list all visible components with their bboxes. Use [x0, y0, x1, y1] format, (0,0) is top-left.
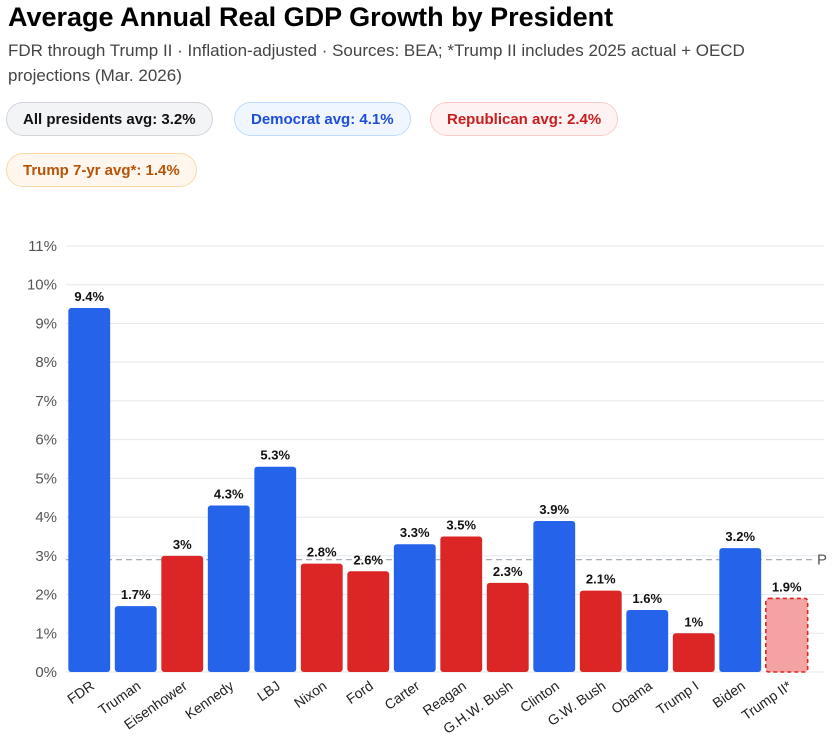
bar-g-w-bush: [579, 590, 622, 672]
y-tick-label: 6%: [35, 432, 57, 449]
x-category-label: Biden: [709, 677, 748, 711]
value-label: 1%: [684, 614, 703, 629]
y-tick-label: 2%: [35, 587, 57, 604]
bars: [68, 307, 809, 673]
average-line-label: P: [817, 552, 827, 569]
bar-g-h-w-bush: [486, 582, 529, 672]
x-category-label: Nixon: [291, 677, 330, 711]
value-label: 3.9%: [539, 502, 569, 517]
republican-avg-pill: Republican avg: 2.4%: [430, 102, 619, 136]
bar-nixon: [300, 563, 343, 672]
value-label: 2.1%: [586, 572, 616, 587]
value-label: 3.2%: [725, 529, 755, 544]
value-label: 5.3%: [260, 448, 290, 463]
value-label: 1.9%: [772, 579, 802, 594]
x-category-label: FDR: [64, 677, 97, 707]
value-labels: 9.4% 1.7% 3% 4.3% 5.3% 2.8% 2.6% 3.3% 3.5% 2.3% 3.…: [74, 289, 802, 629]
trump-avg-pill: Trump 7-yr avg*: 1.4%: [6, 153, 197, 187]
x-category-label: Obama: [608, 677, 655, 717]
y-tick-label: 7%: [35, 393, 57, 410]
y-tick-label: 10%: [27, 277, 57, 294]
value-label: 2.6%: [353, 552, 383, 567]
value-label: 9.4%: [74, 289, 104, 304]
bar-trump-ii: [765, 597, 809, 673]
value-label: 4.3%: [214, 486, 244, 501]
value-label: 1.7%: [121, 587, 151, 602]
value-label: 3%: [173, 537, 192, 552]
bar-fdr: [68, 307, 111, 672]
y-tick-label: 4%: [35, 509, 57, 526]
bar-trump-i: [672, 633, 715, 672]
bar-truman: [114, 606, 157, 672]
value-label: 2.8%: [307, 545, 337, 560]
value-label: 3.3%: [400, 525, 430, 540]
y-tick-label: 5%: [35, 470, 57, 487]
chart-subtitle: FDR through Trump II · Inflation-adjuste…: [8, 41, 745, 85]
y-tick-label: 3%: [35, 548, 57, 565]
y-tick-label: 9%: [35, 315, 57, 332]
x-category-label: Ford: [343, 677, 376, 707]
bar-lbj: [254, 466, 297, 672]
bar-biden: [719, 548, 762, 672]
y-tick-label: 8%: [35, 354, 57, 371]
x-category-label: Trump II*: [739, 677, 795, 723]
value-label: 2.3%: [493, 564, 523, 579]
bar-obama: [626, 610, 669, 672]
democrat-avg-pill: Democrat avg: 4.1%: [234, 102, 411, 136]
x-category-label: Trump I: [653, 677, 701, 717]
y-tick-label: 0%: [35, 664, 57, 681]
x-category-label: LBJ: [254, 677, 283, 704]
bar-kennedy: [207, 505, 250, 672]
bar-reagan: [440, 536, 483, 672]
x-category-label: Kennedy: [182, 677, 236, 722]
y-tick-label: 1%: [35, 625, 57, 642]
chart-title: Average Annual Real GDP Growth by Presid…: [8, 2, 614, 32]
value-label: 1.6%: [632, 591, 662, 606]
bar-eisenhower: [161, 555, 204, 672]
bar-clinton: [533, 520, 576, 672]
x-category-label: Carter: [381, 677, 422, 713]
y-tick-label: 11%: [28, 238, 57, 255]
bar-carter: [393, 544, 436, 672]
all-presidents-avg-pill: All presidents avg: 3.2%: [6, 102, 213, 136]
value-label: 3.5%: [446, 517, 476, 532]
bar-ford: [347, 571, 390, 672]
